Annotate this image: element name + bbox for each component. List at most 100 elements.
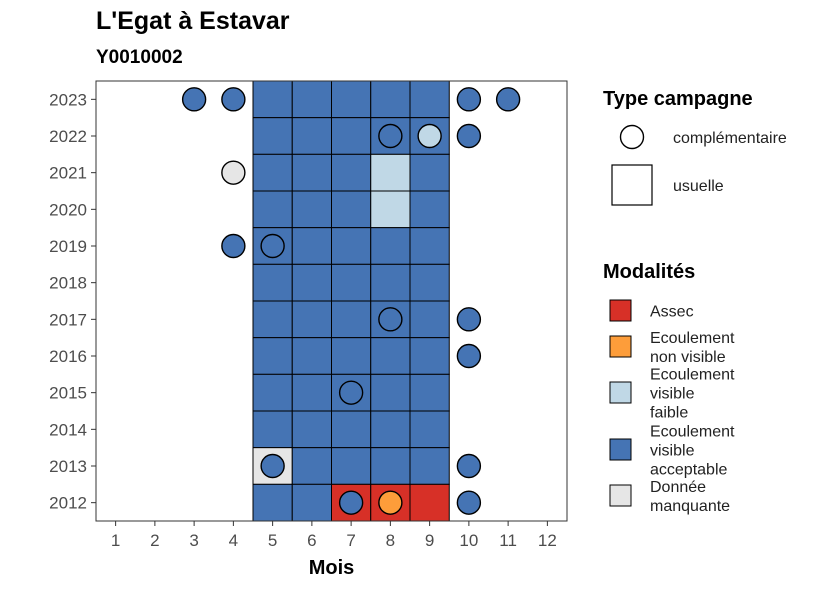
cell-2020-5 bbox=[252, 190, 293, 229]
point-2019-5 bbox=[260, 233, 285, 259]
y-tick-label-2021: 2021 bbox=[49, 164, 87, 183]
point-2022-8 bbox=[378, 123, 403, 149]
point-2021-4 bbox=[221, 160, 246, 185]
cell-2015-8 bbox=[370, 373, 411, 412]
cell-2023-7 bbox=[331, 80, 372, 119]
legend-label-ecoulement-visible-faible: Ecoulement visible faible bbox=[650, 367, 735, 422]
cell-2012-5 bbox=[252, 483, 293, 522]
cell-2016-5 bbox=[252, 337, 293, 375]
cell-2023-9 bbox=[409, 80, 450, 119]
cell-2014-7 bbox=[331, 410, 372, 449]
x-tick-label-3: 3 bbox=[189, 531, 198, 550]
y-tick-label-2014: 2014 bbox=[49, 420, 87, 439]
legend-label-assec: Assec bbox=[650, 304, 694, 321]
y-tick-label-2012: 2012 bbox=[49, 494, 87, 513]
cell-2021-8 bbox=[370, 153, 411, 192]
point-2023-4 bbox=[221, 87, 246, 112]
point-2016-10 bbox=[456, 343, 482, 369]
cell-2017-9 bbox=[409, 300, 450, 339]
x-tick-label-6: 6 bbox=[307, 531, 316, 550]
cell-2021-7 bbox=[331, 153, 372, 192]
y-tick-label-2023: 2023 bbox=[49, 90, 87, 109]
cell-2014-6 bbox=[291, 410, 332, 449]
cell-2019-9 bbox=[409, 227, 450, 265]
cell-2013-9 bbox=[409, 447, 450, 485]
cell-2017-5 bbox=[252, 300, 293, 339]
y-tick-label-2019: 2019 bbox=[49, 237, 87, 256]
point-2012-10 bbox=[456, 490, 482, 515]
legend-key-donnee-manquante bbox=[609, 484, 632, 507]
cell-2021-9 bbox=[409, 153, 450, 192]
x-tick-label-2: 2 bbox=[150, 531, 159, 550]
cell-2012-6 bbox=[291, 483, 332, 522]
cell-2016-8 bbox=[370, 337, 411, 375]
cell-2023-8 bbox=[370, 80, 411, 119]
cell-2013-8 bbox=[370, 447, 411, 485]
cell-2020-6 bbox=[291, 190, 332, 229]
usual-campaign-cells bbox=[252, 80, 450, 522]
cell-2015-5 bbox=[252, 373, 293, 412]
legend-label-ecoulement-visible-acceptable: Ecoulement visible acceptable bbox=[650, 424, 735, 479]
cell-2022-6 bbox=[291, 117, 332, 155]
cell-2016-9 bbox=[409, 337, 450, 375]
chart-title: L'Egat à Estavar bbox=[96, 7, 290, 35]
plot-border bbox=[95, 80, 568, 522]
x-tick-label-7: 7 bbox=[346, 531, 355, 550]
point-2017-10 bbox=[456, 307, 482, 332]
y-tick-label-2013: 2013 bbox=[49, 457, 87, 476]
x-tick-label-1: 1 bbox=[111, 531, 120, 550]
legend-type-key-complementaire bbox=[619, 124, 645, 150]
chart-subtitle: Y0010002 bbox=[96, 47, 183, 68]
legend-label-donnee-manquante: Donnée manquante bbox=[650, 479, 730, 515]
cell-2020-8 bbox=[370, 190, 411, 229]
cell-2018-5 bbox=[252, 263, 293, 302]
point-2023-3 bbox=[181, 87, 207, 112]
cell-2018-8 bbox=[370, 263, 411, 302]
y-tick-label-2018: 2018 bbox=[49, 274, 87, 293]
cell-2017-7 bbox=[331, 300, 372, 339]
cell-2016-7 bbox=[331, 337, 372, 375]
cell-2013-6 bbox=[291, 447, 332, 485]
point-2019-4 bbox=[221, 233, 246, 259]
cell-2014-9 bbox=[409, 410, 450, 449]
point-2017-8 bbox=[378, 307, 403, 332]
legend-key-ecoulement-visible-faible bbox=[609, 381, 632, 404]
cell-2018-9 bbox=[409, 263, 450, 302]
cell-2012-9 bbox=[409, 483, 450, 522]
cell-2017-6 bbox=[291, 300, 332, 339]
cell-2022-7 bbox=[331, 117, 372, 155]
cell-2020-7 bbox=[331, 190, 372, 229]
cell-2014-8 bbox=[370, 410, 411, 449]
y-tick-label-2022: 2022 bbox=[49, 127, 87, 146]
point-2023-10 bbox=[456, 87, 482, 112]
legend-modalites-title: Modalités bbox=[603, 261, 695, 283]
point-2022-9 bbox=[417, 123, 442, 149]
point-2022-10 bbox=[456, 123, 482, 149]
x-tick-label-4: 4 bbox=[229, 531, 238, 550]
x-tick-label-9: 9 bbox=[425, 531, 434, 550]
cell-2015-9 bbox=[409, 373, 450, 412]
cell-2023-6 bbox=[291, 80, 332, 119]
legend-type-key-usuelle bbox=[611, 164, 653, 206]
x-axis-title: Mois bbox=[309, 557, 355, 579]
point-2012-7 bbox=[338, 490, 364, 515]
x-tick-label-8: 8 bbox=[386, 531, 395, 550]
point-2012-8 bbox=[378, 490, 403, 515]
complementary-campaign-points bbox=[181, 87, 521, 515]
legend-key-ecoulement-non-visible bbox=[609, 335, 632, 358]
legend-type-label-complementaire: complémentaire bbox=[673, 130, 787, 147]
cell-2021-6 bbox=[291, 153, 332, 192]
x-tick-label-5: 5 bbox=[268, 531, 277, 550]
point-2023-11 bbox=[495, 87, 521, 112]
y-tick-label-2017: 2017 bbox=[49, 310, 87, 329]
legend-type-title: Type campagne bbox=[603, 88, 753, 110]
cell-2019-7 bbox=[331, 227, 372, 265]
x-axis: 1 2 3 4 5 6 7 8 9 10 11 12 bbox=[111, 521, 557, 550]
y-axis: 2012 2013 2014 2015 2016 2017 2018 2019 2020 2021… bbox=[49, 90, 96, 513]
cell-2018-7 bbox=[331, 263, 372, 302]
y-tick-label-2015: 2015 bbox=[49, 384, 87, 403]
y-tick-label-2020: 2020 bbox=[49, 200, 87, 219]
cell-2013-7 bbox=[331, 447, 372, 485]
